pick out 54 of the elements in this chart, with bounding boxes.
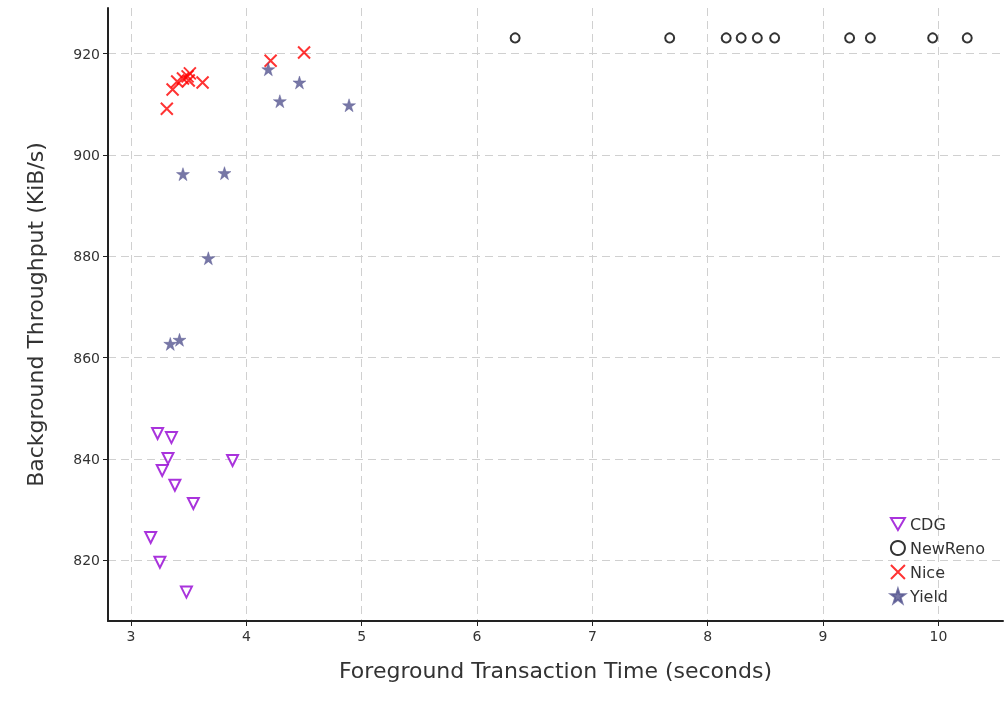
point xyxy=(153,555,167,569)
y-tick-label: 820 xyxy=(73,552,100,569)
point xyxy=(927,32,939,44)
point xyxy=(273,94,287,108)
point xyxy=(720,32,732,44)
point xyxy=(263,53,278,68)
x-tick-label: 6 xyxy=(472,628,482,644)
point xyxy=(664,32,676,44)
point xyxy=(864,32,876,44)
x-tick-label: 4 xyxy=(241,628,251,644)
x-axis-title: Foreground Transaction Time (seconds) xyxy=(338,657,773,683)
x-tick-label: 10 xyxy=(929,628,948,644)
point xyxy=(292,75,307,90)
y-axis-title: Background Throughput (KiB/s) xyxy=(22,142,48,487)
x-tick-label: 8 xyxy=(703,628,713,644)
y-tick-label: 880 xyxy=(73,248,100,265)
point xyxy=(163,337,178,351)
point xyxy=(175,71,190,86)
legend-label: Nice xyxy=(909,562,945,582)
legend-label: CDG xyxy=(909,514,946,534)
point xyxy=(201,251,216,266)
point xyxy=(179,585,193,599)
point xyxy=(342,98,356,113)
point xyxy=(217,166,232,180)
legend-label: Yield xyxy=(908,586,949,606)
x-tick-label: 3 xyxy=(126,628,136,644)
legend-label: NewReno xyxy=(909,538,986,558)
point xyxy=(151,427,165,441)
point xyxy=(176,167,190,181)
point xyxy=(144,530,158,544)
x-tick-label: 7 xyxy=(587,628,597,644)
point xyxy=(186,496,200,510)
point xyxy=(164,431,178,445)
point xyxy=(509,32,521,44)
x-tick-label: 9 xyxy=(818,628,828,644)
point xyxy=(769,32,781,44)
point xyxy=(261,62,276,77)
point xyxy=(161,451,175,465)
point xyxy=(159,101,174,116)
y-tick-label: 900 xyxy=(73,146,100,163)
point xyxy=(751,32,763,44)
point xyxy=(168,478,182,492)
y-tick-label: 860 xyxy=(73,349,100,366)
point xyxy=(297,45,312,60)
point xyxy=(155,464,169,478)
point xyxy=(226,453,240,467)
point xyxy=(735,32,747,44)
y-tick-label: 840 xyxy=(73,450,100,467)
point xyxy=(172,333,187,347)
point xyxy=(961,32,973,44)
point xyxy=(165,82,180,97)
y-tick-label: 920 xyxy=(73,45,100,62)
point xyxy=(844,32,856,44)
x-tick-label: 5 xyxy=(357,628,367,644)
